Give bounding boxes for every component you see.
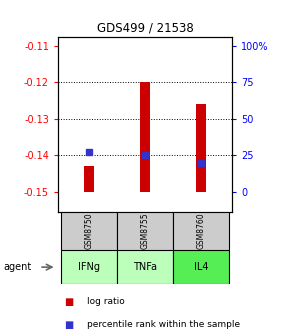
Text: GSM8750: GSM8750 <box>84 213 93 249</box>
Text: IFNg: IFNg <box>78 262 100 272</box>
Bar <box>117 212 173 250</box>
Text: ■: ■ <box>64 297 73 307</box>
Bar <box>117 250 173 284</box>
Bar <box>61 212 117 250</box>
Bar <box>173 250 229 284</box>
Bar <box>140 82 150 192</box>
Text: GSM8755: GSM8755 <box>140 213 150 249</box>
Text: GSM8760: GSM8760 <box>197 213 206 249</box>
Bar <box>61 250 117 284</box>
Bar <box>173 212 229 250</box>
Text: percentile rank within the sample: percentile rank within the sample <box>87 320 240 329</box>
Bar <box>196 104 206 192</box>
Bar <box>84 166 94 192</box>
Text: log ratio: log ratio <box>87 297 125 306</box>
Text: IL4: IL4 <box>194 262 209 272</box>
Text: TNFa: TNFa <box>133 262 157 272</box>
Text: GDS499 / 21538: GDS499 / 21538 <box>97 22 193 35</box>
Text: ■: ■ <box>64 320 73 330</box>
Text: agent: agent <box>3 262 31 272</box>
